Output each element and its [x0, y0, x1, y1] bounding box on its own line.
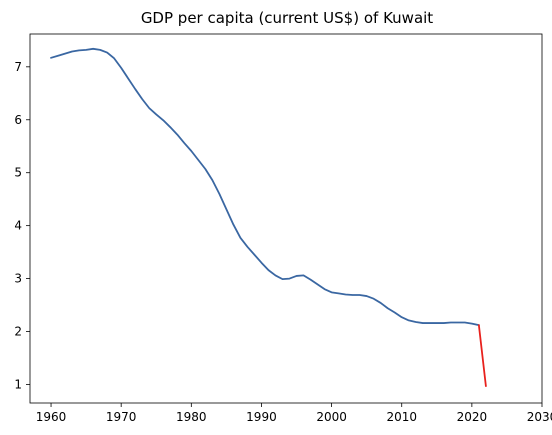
axes-layer: 1960 1970 1980 1990 2000 2010 2020 2030 1 2 3 4 5 6 7 — [14, 33, 552, 424]
x-tick-label-1960: 1960 — [36, 410, 67, 424]
x-tick-label-2030: 2030 — [527, 410, 552, 424]
x-tick-label-1970: 1970 — [106, 410, 137, 424]
y-tick-label-6: 6 — [14, 113, 22, 127]
y-tick-label-3: 3 — [14, 272, 22, 286]
x-tick-label-2010: 2010 — [386, 410, 417, 424]
x-tick-label-2020: 2020 — [457, 410, 488, 424]
series-layer — [50, 47, 487, 387]
y-tick-label-1: 1 — [14, 377, 22, 391]
y-tick-label-5: 5 — [14, 166, 22, 180]
y-tick-label-2: 2 — [14, 325, 22, 339]
series-line-2 — [477, 324, 487, 387]
chart-title: GDP per capita (current US$) of Kuwait — [141, 9, 433, 27]
y-tick-label-7: 7 — [14, 60, 22, 74]
y-tick-label-4: 4 — [14, 219, 22, 233]
x-tick-label-2000: 2000 — [316, 410, 347, 424]
plot-frame — [29, 33, 543, 404]
series-line-1 — [50, 47, 480, 327]
x-tick-label-1990: 1990 — [246, 410, 277, 424]
x-tick-label-1980: 1980 — [176, 410, 207, 424]
